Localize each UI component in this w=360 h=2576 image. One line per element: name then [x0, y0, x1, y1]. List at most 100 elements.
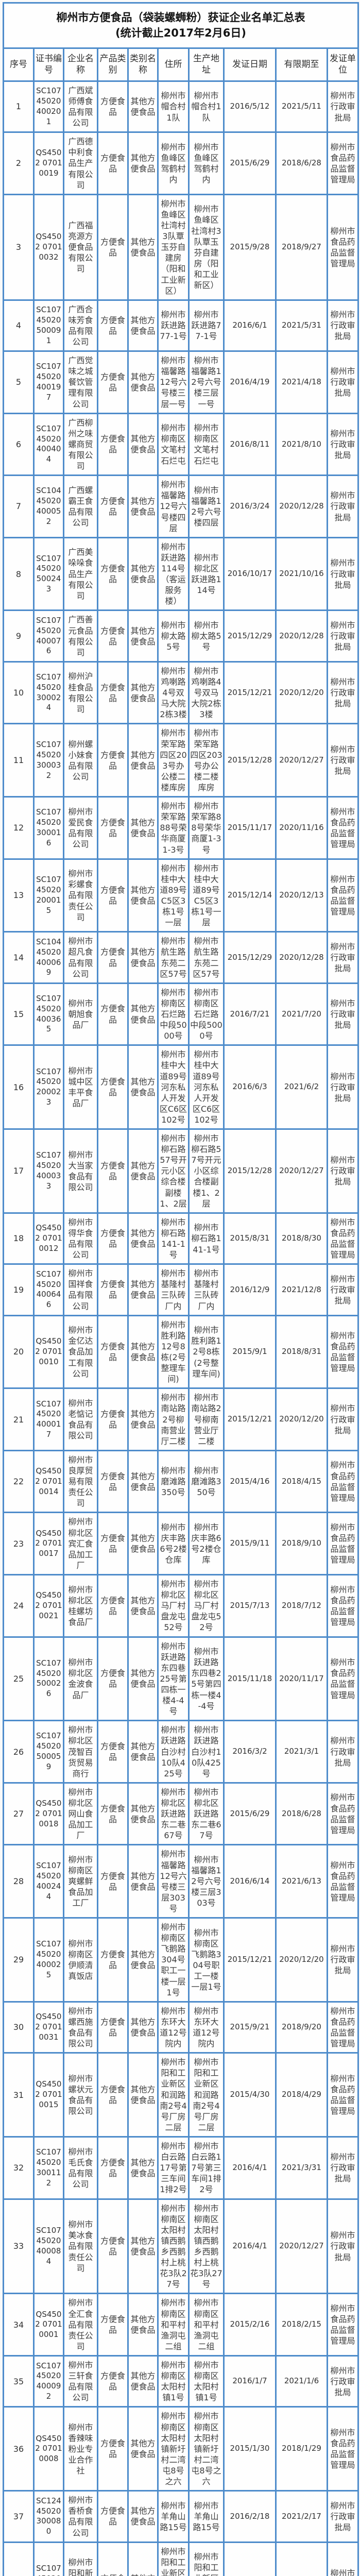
cell-valid_until: 2021/7/20 [275, 982, 328, 1046]
cell-production_address: 柳州市柳北区跃进路东二巷67号 [188, 1782, 225, 1846]
cell-issuer: 柳州市行政审批局 [326, 931, 359, 984]
cell-cert_no: SC12445020300080 [33, 2490, 64, 2543]
cell-issue_date: 2015/7/13 [223, 1573, 277, 1638]
cell-seq: 29 [3, 1917, 35, 2003]
cell-residence: 柳州市阳和工业新区和润路南2号4号厂房二层 [157, 2052, 190, 2138]
cell-cert_no: QS4502 0701 0014 [33, 1449, 64, 1514]
cell-residence: 柳州市白云路17号第三车间1排2号 [157, 2136, 190, 2200]
cell-cert_no: SC10745020400017 [33, 1387, 64, 1451]
col-header-issuer: 发证单位 [326, 47, 359, 82]
cell-company: 柳州市毛氏食品有限公司 [63, 2136, 98, 2200]
cell-company: 柳州市金亿达食品加工有限公司 [63, 1314, 98, 1389]
cell-product_category: 方便食品 [97, 1573, 129, 1638]
cell-company: 柳州市良厚贸易有限责任公司 [63, 1449, 98, 1514]
table-row: 19 SC10745020400646 柳州市国祥食品有限公司 方便食品 其他方便食品柳… [3, 1263, 359, 1316]
cell-category_name: 其他方便食品 [127, 299, 159, 352]
cell-category_name: 其他方便食品 [127, 1263, 159, 1316]
cell-cert_no: SC10745020400092 [33, 2354, 64, 2408]
cell-production_address: 柳州市柳南区太阳村镇1号 [188, 2354, 225, 2408]
cell-product_category: 方便食品 [97, 536, 129, 612]
cell-production_address: 柳州市阳和工业新区和润路南2号4号厂房二层 [188, 2052, 225, 2138]
cell-product_category: 方便食品 [97, 80, 129, 133]
cell-product_category: 方便食品 [97, 2198, 129, 2295]
cell-cert_no: SC10445020400069 [33, 931, 64, 984]
cell-company: 柳州市柳南区伊顺清真饭店 [63, 1917, 98, 2003]
cell-category_name: 其他方便食品 [127, 1720, 159, 1784]
cell-production_address: 柳州市鱼峰区社湾村3队覃玉芬自建房（阳和工业新区） [188, 193, 225, 301]
cell-cert_no: SC10745020400033 [33, 1128, 64, 1214]
cell-valid_until: 2020/12/27 [275, 2198, 328, 2295]
cell-issuer: 柳州市食品药品监督管理局 [326, 858, 359, 933]
cell-category_name: 其他方便食品 [127, 982, 159, 1046]
cell-issuer: 柳州市食品药品监督管理局 [326, 2406, 359, 2492]
cell-residence: 柳州市柳南区石烂路中段5000号 [157, 982, 190, 1046]
cell-valid_until: 2020/12/20 [275, 1917, 328, 2003]
cell-issue_date: 2016/6/3 [223, 1044, 277, 1130]
cell-valid_until: 2018/1/29 [275, 2406, 328, 2492]
cell-residence: 柳州市福馨路12号六号楼三层303号 [157, 1844, 190, 1919]
cell-issuer: 柳州市食品药品监督管理局 [326, 1212, 359, 1265]
cell-seq: 18 [3, 1212, 35, 1265]
table-row: 16 SC10745020200023 柳州市城中区丰平食品厂 方便食品 其他方便食品柳… [3, 1044, 359, 1130]
cell-issue_date: 2016/4/1 [223, 2198, 277, 2295]
cell-seq: 6 [3, 412, 35, 477]
cell-valid_until: 2018/8/31 [275, 1314, 328, 1389]
cell-product_category: 方便食品 [97, 2293, 129, 2357]
cell-product_category: 方便食品 [97, 1387, 129, 1451]
cell-issuer: 柳州市食品药品监督管理局 [326, 1782, 359, 1846]
cell-production_address: 柳州市福馨路12号六号楼三层一号 [188, 350, 225, 414]
cell-company: 广西善元食品有限公司 [63, 609, 98, 663]
cell-product_category: 方便食品 [97, 858, 129, 933]
cell-valid_until: 2020/12/27 [275, 723, 328, 798]
cell-seq: 24 [3, 1573, 35, 1638]
table-row: 17 SC10745020400033 柳州市大当家食品有限公司 方便食品 其他方便食品… [3, 1128, 359, 1214]
cell-company: 柳州市柳北区茂智百货贸易商行 [63, 1720, 98, 1784]
table-row: 1 SC10745020400201 广西斌师傅食品有限公司 方便食品 其他方便食品 柳州… [3, 80, 359, 133]
cell-company: 柳州市爱民食品有限公司 [63, 796, 98, 860]
cell-seq: 5 [3, 350, 35, 414]
cell-valid_until: 2021/3/1 [275, 1720, 328, 1784]
cell-cert_no: SC10745020400201 [33, 80, 64, 133]
cell-issuer: 柳州市行政审批局 [326, 2490, 359, 2543]
cell-product_category: 方便食品 [97, 2001, 129, 2054]
cell-issuer: 柳州市行政审批局 [326, 660, 359, 725]
cell-issue_date: 2016/8/11 [223, 412, 277, 477]
cell-product_category: 方便食品 [97, 131, 129, 195]
cell-product_category: 方便食品 [97, 2490, 129, 2543]
cell-issuer: 柳州市行政审批局 [326, 412, 359, 477]
cell-valid_until: 2020/12/20 [275, 1387, 328, 1451]
cell-category_name: 其他方便食品 [127, 2490, 159, 2543]
cell-cert_no: SC10745020300024 [33, 660, 64, 725]
cell-issuer: 柳州市行政审批局 [326, 609, 359, 663]
cell-seq: 38 [3, 2541, 35, 2576]
cell-issue_date: 2016/4/1 [223, 2136, 277, 2200]
cell-issue_date: 2015/12/28 [223, 723, 277, 798]
cell-seq: 17 [3, 1128, 35, 1214]
cell-residence: 柳州市鱼峰区社湾村3队覃玉芬自建房（阳和工业新区） [157, 193, 190, 301]
cell-company: 广西螺霸王食品有限公司 [63, 474, 98, 538]
cell-issue_date: 2016/2/18 [223, 2490, 277, 2543]
cell-seq: 21 [3, 1387, 35, 1451]
cell-company: 广西美哚哚食品生产有限公司 [63, 536, 98, 612]
cell-residence: 柳州市柳太路5号 [157, 609, 190, 663]
cell-valid_until: 2018/8/30 [275, 1212, 328, 1265]
cell-category_name: 其他方便食品 [127, 536, 159, 612]
cell-residence: 柳州市柳南区太阳村镇西鹅乡西鹅村上桃花3队27号 [157, 2198, 190, 2295]
table-row: 13 SC10745020200015 柳州市彩螺食品有限责任公司 方便食品 其他方便食… [3, 858, 359, 933]
cell-residence: 柳州市柳南区太阳村镇新圩村二湾屯8号之六 [157, 2406, 190, 2492]
cell-issuer: 柳州市食品药品监督管理局 [326, 2293, 359, 2357]
cell-seq: 10 [3, 660, 35, 725]
cell-cert_no: SC10745020500026 [33, 1636, 64, 1722]
cell-production_address: 柳州市磨滩路350号 [188, 1449, 225, 1514]
cell-issue_date: 2015/9/21 [223, 2001, 277, 2054]
cell-category_name: 其他方便食品 [127, 2354, 159, 2408]
cell-category_name: 其他方便食品 [127, 1917, 159, 2003]
cell-valid_until: 2020/11/17 [275, 1636, 328, 1722]
cell-residence: 柳州市福馨路12号六号楼三层一号 [157, 350, 190, 414]
cell-company: 柳州螺小妹食品有限公司 [63, 723, 98, 798]
cell-product_category: 方便食品 [97, 1720, 129, 1784]
col-header-cert_no: 证书编号 [33, 47, 64, 82]
cell-production_address: 柳州市基隆村三队砖厂内 [188, 1263, 225, 1316]
cell-issue_date: 2015/12/21 [223, 1917, 277, 2003]
